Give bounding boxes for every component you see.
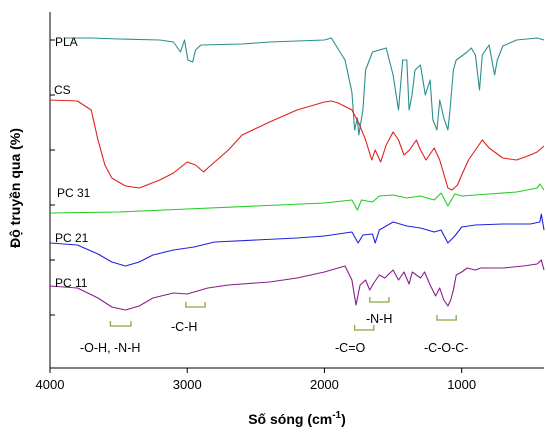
plot-frame	[49, 12, 544, 369]
x-tick-label-4000: 4000	[36, 377, 65, 392]
annotation-bracket-c-o	[353, 325, 375, 331]
annotation-bracket-o-h-n-h	[109, 321, 132, 327]
series-line-pc-11	[49, 259, 545, 311]
series-label-pc-11: PC 11	[55, 276, 88, 290]
series-label-pc-21: PC 21	[55, 231, 89, 245]
series-label-pla: PLA	[55, 35, 78, 49]
series-line-pla	[63, 37, 545, 136]
annotation-label-o-h-n-h: -O-H, -N-H	[80, 341, 140, 355]
annotation-bracket-c-o-c	[436, 315, 457, 321]
annotation-label-n-h: -N-H	[366, 312, 392, 326]
series-label-pc-31: PC 31	[57, 186, 91, 200]
y-axis-ticks	[50, 39, 55, 316]
series-labels: PLA CS PC 31 PC 21 PC 11	[54, 35, 91, 290]
series-line-pc-21	[49, 213, 545, 267]
annotation-bracket-c-h	[185, 302, 206, 308]
series-layer	[49, 37, 545, 311]
x-tick-label-3000: 3000	[173, 377, 202, 392]
x-tick-label-2000: 2000	[310, 377, 339, 392]
x-tick-label-1000: 1000	[447, 377, 476, 392]
annotation-bracket-n-h	[369, 297, 390, 303]
series-line-pc-31	[49, 183, 545, 214]
x-axis-title-superscript: -1	[332, 410, 341, 421]
x-axis-title: Số sóng (cm-1)	[248, 410, 346, 427]
x-axis-ticks: 4000 3000 2000 1000	[36, 368, 476, 392]
annotation-label-c-h: -C-H	[171, 320, 197, 334]
annotation-label-c-o-c: -C-O-C-	[424, 341, 468, 355]
series-label-cs: CS	[54, 83, 71, 97]
series-line-cs	[49, 99, 545, 191]
y-axis-title: Độ truyền qua (%)	[7, 128, 23, 248]
peak-annotations: -O-H, -N-H -C-H -N-H -C=O -C-O-C-	[80, 297, 468, 355]
annotation-label-c-o: -C=O	[335, 341, 365, 355]
